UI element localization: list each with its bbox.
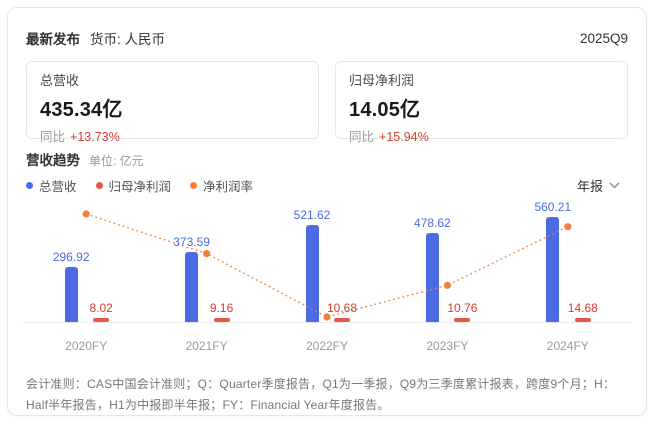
profit-bar — [574, 318, 591, 322]
chart-legend: 总营收 归母净利润 净利润率 — [26, 176, 272, 195]
x-axis-label: 2023FY — [426, 339, 469, 353]
financial-report-panel: 最新发布 货币: 人民币 2025Q9 总营收 435.34亿 同比 +13.73… — [7, 7, 647, 416]
legend-dot-icon — [190, 182, 198, 189]
revenue-bar — [305, 224, 319, 322]
profit-value-label: 8.02 — [89, 301, 113, 315]
revenue-value-label: 560.21 — [534, 200, 572, 215]
revenue-value-label: 478.62 — [414, 215, 451, 230]
accounting-footnote: 会计准则：CAS中国会计准则；Q：Quarter季度报告，Q1为一季报，Q9为三… — [26, 377, 616, 412]
revenue-value-label: 296.92 — [52, 249, 90, 264]
yoy-value: +15.94% — [379, 130, 429, 144]
panel-header: 最新发布 货币: 人民币 2025Q9 — [26, 28, 628, 48]
chart-unit-label: 单位: 亿元 — [89, 154, 144, 168]
report-period-label: 2025Q9 — [579, 30, 628, 46]
net-profit-yoy: 同比 +15.94% — [349, 126, 614, 145]
revenue-value-label: 521.62 — [293, 207, 331, 222]
legend-label: 归母净利润 — [108, 180, 172, 194]
x-axis-label: 2024FY — [546, 339, 589, 353]
total-revenue-value: 435.34亿 — [40, 99, 123, 121]
x-axis-line — [22, 322, 632, 323]
report-period-select[interactable]: 年报 — [577, 176, 628, 195]
yoy-label: 同比 — [349, 130, 375, 144]
net-margin-point — [323, 313, 331, 321]
revenue-bar — [425, 232, 439, 322]
profit-bar — [93, 318, 110, 322]
legend-dot-icon — [26, 182, 33, 189]
revenue-bar — [546, 217, 560, 322]
net-margin-point — [82, 210, 90, 218]
net-margin-point — [203, 250, 211, 258]
net-profit-card: 归母净利润 14.05亿 同比 +15.94% — [335, 61, 628, 144]
revenue-bar — [64, 266, 78, 322]
legend-label: 总营收 — [39, 180, 77, 194]
latest-release-label: 最新发布 — [26, 32, 80, 47]
legend-item-2[interactable]: 净利润率 — [190, 176, 253, 195]
yoy-label: 同比 — [40, 130, 66, 144]
period-select-value: 年报 — [576, 179, 603, 194]
revenue-bar — [185, 252, 199, 322]
net-profit-label: 归母净利润 — [349, 73, 415, 88]
chart-title-row: 营收趋势 单位: 亿元 — [26, 149, 628, 169]
currency-label: 货币: 人民币 — [90, 32, 166, 47]
net-profit-value: 14.05亿 — [349, 99, 421, 121]
profit-bar — [334, 318, 350, 322]
yoy-value: +13.73% — [70, 130, 120, 144]
profit-value-label: 10.68 — [326, 301, 358, 315]
revenue-value-label: 373.59 — [173, 235, 210, 250]
legend-item-0[interactable]: 总营收 — [26, 176, 77, 195]
profit-value-label: 9.16 — [209, 301, 234, 315]
legend-label: 净利润率 — [203, 180, 254, 194]
x-axis-label: 2020FY — [65, 339, 108, 353]
chevron-down-icon — [609, 182, 620, 189]
header-left: 最新发布 货币: 人民币 — [26, 28, 165, 48]
total-revenue-yoy: 同比 +13.73% — [40, 126, 305, 145]
revenue-chart[interactable]: 296.92 8.02 2020FY 373.59 9.16 2021FY 521.62 10… — [22, 199, 632, 364]
stat-cards-row: 总营收 435.34亿 同比 +13.73% 归母净利润 14.05亿 同比 +15… — [26, 61, 628, 144]
net-margin-point — [443, 281, 451, 289]
x-axis-label: 2022FY — [305, 339, 349, 353]
legend-dot-icon — [95, 182, 103, 189]
legend-row: 总营收 归母净利润 净利润率 年报 — [26, 176, 628, 195]
chart-title: 营收趋势 — [26, 153, 80, 168]
total-revenue-card: 总营收 435.34亿 同比 +13.73% — [26, 61, 319, 144]
legend-item-1[interactable]: 归母净利润 — [95, 176, 172, 195]
profit-value-label: 10.76 — [447, 301, 478, 315]
profit-bar — [213, 318, 230, 322]
profit-value-label: 14.68 — [567, 301, 598, 315]
profit-bar — [454, 318, 471, 322]
net-margin-point — [564, 223, 572, 231]
x-axis-label: 2021FY — [185, 339, 228, 353]
net-margin-line — [82, 210, 572, 321]
total-revenue-label: 总营收 — [40, 73, 80, 88]
